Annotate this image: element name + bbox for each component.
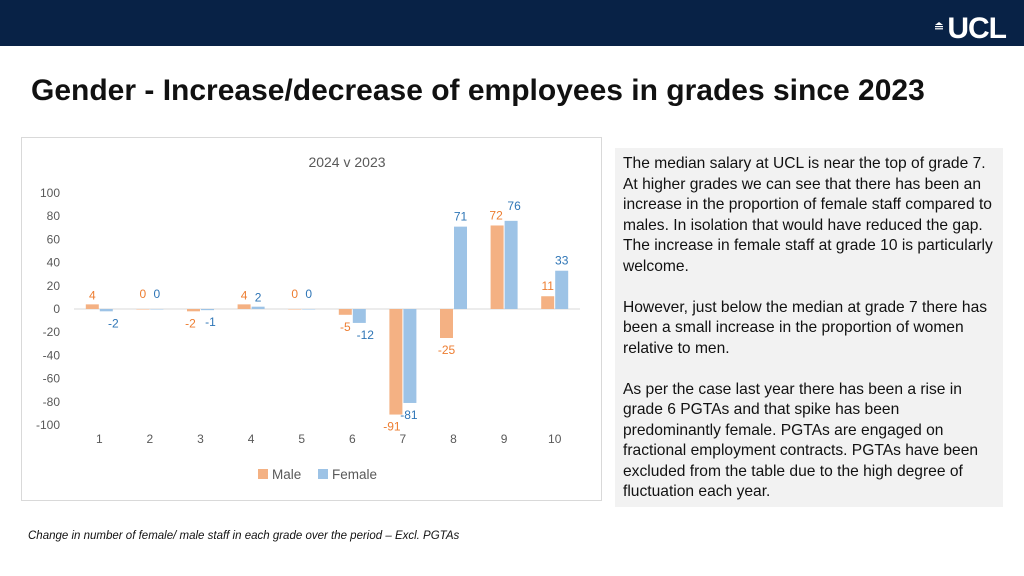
data-label-female: 0 (154, 287, 161, 301)
bar-female (555, 270, 569, 309)
logo-text: UCL (947, 12, 1007, 45)
x-tick-label: 4 (248, 432, 255, 446)
y-tick-label: 20 (47, 279, 61, 293)
data-label-male: 4 (241, 288, 248, 302)
bar-male (288, 309, 302, 310)
bar-male (136, 309, 150, 310)
bar-female (352, 309, 366, 323)
notes-paragraph: As per the case last year there has been… (623, 380, 979, 501)
data-label-male: -5 (340, 320, 351, 334)
y-tick-label: -100 (36, 418, 60, 432)
y-tick-label: -20 (43, 325, 61, 339)
data-label-male: -2 (185, 316, 196, 330)
ucl-logo: UCL (935, 12, 1007, 45)
bar-female (251, 306, 265, 309)
bar-male (389, 309, 403, 415)
bar-male (187, 309, 200, 312)
bar-female (454, 226, 467, 309)
legend-label-female: Female (332, 467, 377, 482)
data-label-male: -25 (438, 343, 456, 357)
bar-male (338, 309, 352, 315)
data-label-female: 71 (454, 210, 468, 224)
notes-panel: The median salary at UCL is near the top… (615, 148, 1003, 507)
x-tick-label: 2 (147, 432, 154, 446)
page-title: Gender - Increase/decrease of employees … (31, 74, 925, 107)
data-label-female: 0 (305, 287, 312, 301)
notes-paragraph: However, just below the median at grade … (623, 298, 988, 357)
x-tick-label: 9 (501, 432, 508, 446)
bar-male (85, 304, 99, 309)
legend-label-male: Male (272, 467, 301, 482)
data-label-male: 4 (89, 288, 96, 302)
data-label-male: 11 (541, 279, 554, 293)
y-tick-label: 100 (40, 186, 60, 200)
y-tick-label: -80 (43, 395, 61, 409)
data-label-female: 33 (555, 254, 569, 268)
data-label-female: 76 (507, 199, 521, 213)
bar-male (490, 225, 504, 309)
chart-caption: Change in number of female/ male staff i… (28, 530, 460, 542)
legend-swatch-male (258, 469, 268, 479)
x-tick-label: 10 (548, 432, 562, 446)
x-tick-label: 3 (197, 432, 204, 446)
data-label-male: 0 (291, 287, 298, 301)
data-label-female: 2 (255, 291, 262, 305)
data-label-female: -2 (108, 316, 119, 330)
y-tick-label: -60 (43, 372, 61, 386)
y-tick-label: -40 (43, 348, 61, 362)
bar-male (440, 309, 453, 338)
bar-male (541, 296, 555, 309)
bar-female (403, 309, 417, 403)
x-tick-label: 8 (450, 432, 457, 446)
y-tick-label: 0 (53, 302, 60, 316)
data-label-male: 0 (140, 287, 147, 301)
x-tick-label: 5 (298, 432, 305, 446)
bar-male (237, 304, 251, 309)
data-label-male: -91 (383, 420, 401, 434)
chart-title: 2024 v 2023 (308, 154, 385, 170)
portico-icon (935, 22, 944, 30)
chart-panel: 2024 v 2023 100 80 60 40 20 0 -20 -40 -60 -80 -100 1… (21, 137, 602, 501)
bar-female (150, 309, 164, 310)
bar-chart: 2024 v 2023100806040200-20-40-60-80-1001… (36, 154, 580, 482)
x-tick-label: 7 (400, 432, 407, 446)
x-tick-label: 6 (349, 432, 356, 446)
data-label-female: -81 (400, 408, 418, 422)
y-tick-label: 80 (47, 209, 61, 223)
legend-swatch-female (318, 469, 328, 479)
data-label-male: 72 (489, 208, 503, 222)
x-tick-label: 1 (96, 432, 103, 446)
bar-female (201, 309, 214, 311)
y-tick-label: 40 (47, 256, 61, 270)
data-label-female: -1 (205, 315, 216, 329)
bar-female (302, 309, 316, 310)
data-label-female: -12 (357, 328, 375, 342)
bar-female (99, 309, 113, 312)
notes-paragraph: The median salary at UCL is near the top… (623, 155, 993, 275)
y-tick-label: 60 (47, 232, 61, 246)
bar-female (504, 220, 518, 309)
header-bar: UCL (0, 0, 1024, 46)
